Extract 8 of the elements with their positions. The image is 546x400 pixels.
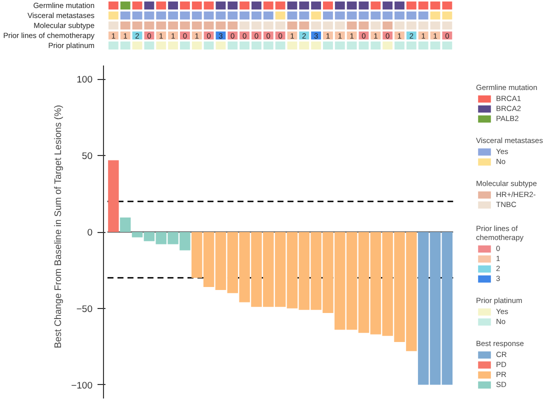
y-tick-label: 0 xyxy=(87,228,93,238)
y-axis-title: Best Change From Baseline in Sum of Target Lesions (%) xyxy=(53,104,64,348)
y-tick-label: 50 xyxy=(82,151,93,162)
y-tick-label: 100 xyxy=(76,74,93,86)
bar xyxy=(108,160,119,232)
y-tick-label: −50 xyxy=(76,304,93,315)
bar xyxy=(120,217,131,232)
y-tick-label: −100 xyxy=(71,380,93,392)
